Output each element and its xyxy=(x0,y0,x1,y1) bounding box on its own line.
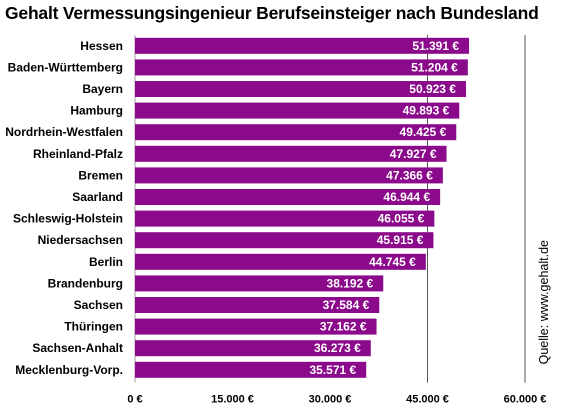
category-label: Brandenburg xyxy=(48,276,123,290)
bar xyxy=(135,275,384,292)
category-label: Thüringen xyxy=(64,320,123,334)
x-tick-label: 0 € xyxy=(127,394,142,406)
category-label: Sachsen xyxy=(74,298,123,312)
bar xyxy=(135,81,466,97)
x-tick-label: 45.000 € xyxy=(406,394,449,406)
x-tick-label: 15.000 € xyxy=(211,394,254,406)
value-label: 46.944 € xyxy=(383,190,430,204)
category-label: Berlin xyxy=(89,255,123,269)
category-label: Schleswig-Holstein xyxy=(13,212,123,226)
category-label: Nordrhein-Westfalen xyxy=(5,125,123,139)
value-label: 36.273 € xyxy=(314,341,361,355)
chart-title: Gehalt Vermessungsingenieur Berufseinste… xyxy=(5,3,539,23)
x-tick-label: 30.000 € xyxy=(309,394,352,406)
value-label: 46.055 € xyxy=(378,212,425,226)
value-label: 47.927 € xyxy=(390,147,437,161)
bar xyxy=(135,318,377,335)
value-label: 51.391 € xyxy=(412,39,459,53)
bar xyxy=(135,340,371,357)
tick-layer: 0 € 15.000 € 30.000 € 45.000 € 60.000 € xyxy=(127,394,546,406)
value-label: 44.745 € xyxy=(369,255,416,269)
category-label: Baden-Württemberg xyxy=(8,60,123,74)
bar xyxy=(135,232,434,249)
value-label: 37.584 € xyxy=(323,298,370,312)
bar xyxy=(135,253,426,270)
value-label: 37.162 € xyxy=(320,320,367,334)
value-label: 38.192 € xyxy=(327,276,374,290)
category-label: Mecklenburg-Vorp. xyxy=(15,363,123,377)
bar xyxy=(135,124,457,141)
source-note: Quelle: www.gehalt.de xyxy=(537,240,551,365)
category-label: Saarland xyxy=(72,190,123,204)
value-label: 47.366 € xyxy=(386,168,433,182)
category-label: Niedersachsen xyxy=(38,233,123,247)
category-label: Hessen xyxy=(80,39,123,53)
bar xyxy=(135,102,460,119)
value-label: 45.915 € xyxy=(377,233,424,247)
value-label: 49.893 € xyxy=(403,104,450,118)
value-label: 35.571 € xyxy=(309,363,356,377)
bar xyxy=(135,297,380,313)
category-label: Sachsen-Anhalt xyxy=(32,341,123,355)
value-label: 49.425 € xyxy=(400,125,447,139)
bar xyxy=(135,210,435,227)
bar xyxy=(135,189,441,205)
bar xyxy=(135,167,443,184)
label-layer: Hessen 51.391 € Baden-Württemberg 51.204 € B… xyxy=(5,39,459,377)
bar xyxy=(135,145,447,162)
category-label: Rheinland-Pfalz xyxy=(33,147,123,161)
bar xyxy=(135,361,367,378)
category-label: Bremen xyxy=(78,168,123,182)
category-label: Hamburg xyxy=(70,104,123,118)
value-label: 51.204 € xyxy=(411,60,458,74)
bar-layer xyxy=(135,37,470,378)
value-label: 50.923 € xyxy=(409,82,456,96)
category-label: Bayern xyxy=(82,82,123,96)
bar xyxy=(135,59,468,76)
x-tick-label: 60.000 € xyxy=(504,394,547,406)
bar xyxy=(135,37,470,54)
